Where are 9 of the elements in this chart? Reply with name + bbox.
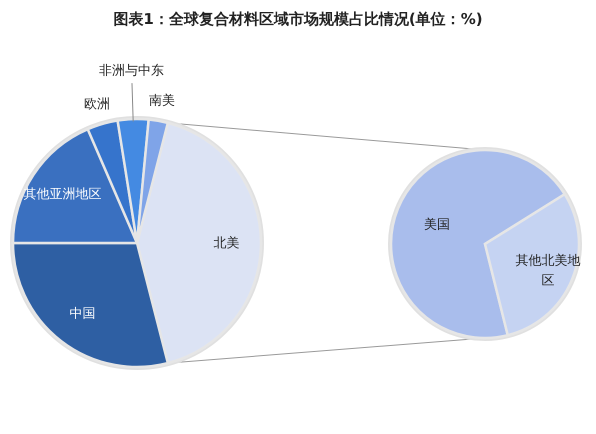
slice-label: 其他亚洲地区 (23, 186, 102, 202)
slice-label: 非洲与中东 (99, 64, 164, 79)
text: 图表1：全球复合材料区域市场规模占比情况(单位：%) (113, 10, 483, 28)
slice-label: 中国 (69, 306, 96, 322)
slice-label: 南美 (148, 92, 175, 109)
slice-label: 欧洲 (84, 97, 110, 112)
slice-label: 美国 (424, 216, 450, 232)
slice-label: 北美 (213, 234, 240, 250)
slice-label: 其他北美地区 (515, 252, 580, 288)
